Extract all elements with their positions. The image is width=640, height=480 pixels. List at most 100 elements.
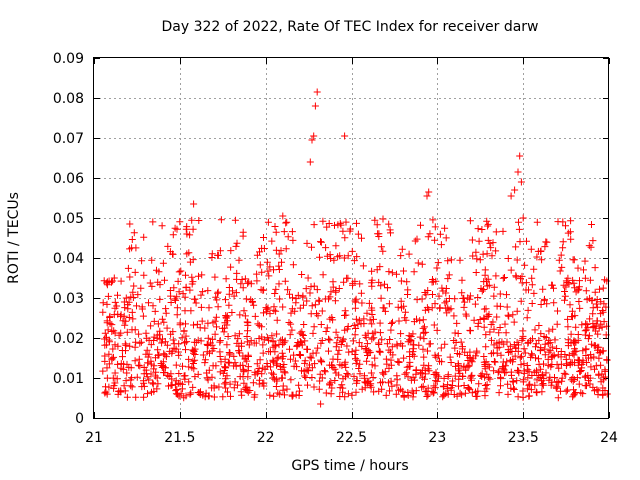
data-point — [404, 373, 412, 381]
data-point — [211, 273, 219, 281]
data-point — [393, 376, 401, 384]
data-point — [182, 332, 190, 340]
data-point — [510, 341, 518, 349]
data-point — [510, 386, 518, 393]
data-point — [236, 349, 243, 357]
data-point — [476, 256, 484, 264]
data-point — [131, 357, 139, 365]
data-point — [172, 387, 180, 395]
data-point — [382, 391, 390, 399]
data-point — [307, 354, 315, 362]
data-point — [343, 370, 351, 377]
data-point — [453, 319, 461, 327]
data-point — [442, 234, 450, 242]
data-point — [209, 335, 217, 343]
data-point — [573, 374, 581, 382]
data-point — [576, 277, 583, 285]
data-point — [182, 346, 189, 354]
data-point — [291, 357, 299, 365]
data-point — [249, 379, 257, 387]
data-point — [230, 352, 238, 360]
data-point — [254, 367, 262, 375]
data-point-outlier — [190, 200, 198, 208]
data-point — [140, 364, 148, 371]
data-point — [119, 317, 127, 325]
data-point — [575, 283, 583, 291]
data-point — [139, 312, 147, 320]
data-point — [470, 316, 478, 324]
data-point — [103, 319, 111, 327]
data-point — [154, 351, 162, 359]
y-tick-label: 0.08 — [53, 91, 84, 107]
data-point — [125, 363, 133, 371]
data-point — [421, 306, 429, 314]
data-point — [235, 330, 243, 338]
data-point — [260, 309, 267, 317]
data-point — [317, 356, 325, 364]
data-point — [496, 302, 504, 310]
data-point — [566, 228, 574, 236]
data-point — [286, 290, 293, 298]
data-point — [503, 291, 510, 299]
data-point — [284, 286, 292, 294]
data-point — [385, 300, 393, 308]
data-point — [317, 238, 325, 246]
data-point — [447, 256, 455, 264]
data-point — [351, 331, 359, 339]
data-point — [245, 278, 253, 286]
data-point — [231, 332, 239, 340]
data-point — [163, 324, 171, 332]
data-point — [560, 369, 568, 377]
data-point — [213, 296, 221, 304]
data-point — [368, 320, 376, 328]
data-point — [512, 273, 520, 281]
data-point — [460, 382, 468, 389]
data-point — [501, 369, 508, 377]
data-point — [194, 370, 202, 378]
data-point — [514, 393, 522, 401]
data-point — [370, 388, 378, 396]
data-point — [342, 311, 350, 319]
data-point — [515, 218, 522, 226]
data-point — [444, 304, 452, 312]
chart-title: Day 322 of 2022, Rate Of TEC Index for r… — [161, 19, 538, 35]
data-point — [561, 351, 569, 358]
data-point — [260, 286, 268, 294]
data-point — [600, 373, 608, 381]
data-point — [413, 235, 421, 243]
data-point — [439, 393, 447, 401]
data-point — [258, 333, 266, 341]
data-point — [375, 347, 383, 355]
data-point — [172, 296, 179, 304]
data-point — [481, 266, 489, 274]
data-point — [341, 234, 349, 242]
data-point — [225, 290, 233, 298]
data-point — [213, 323, 220, 331]
data-point — [370, 334, 378, 342]
data-point — [546, 339, 554, 347]
data-point — [480, 286, 487, 293]
data-point — [432, 377, 440, 385]
data-point — [424, 384, 432, 392]
data-point — [569, 377, 577, 385]
data-point — [509, 355, 517, 363]
data-point — [319, 271, 327, 279]
data-point — [564, 386, 571, 394]
data-point — [243, 338, 251, 346]
data-point — [466, 326, 474, 334]
data-point — [368, 311, 376, 318]
data-point — [454, 330, 462, 337]
data-point — [562, 283, 570, 291]
data-point — [571, 312, 579, 320]
data-point — [472, 388, 479, 396]
data-point — [203, 374, 211, 382]
data-point — [162, 305, 170, 313]
data-point — [447, 305, 455, 313]
data-point — [453, 392, 461, 400]
data-point — [492, 272, 500, 280]
data-point — [308, 374, 316, 381]
data-point — [282, 219, 290, 227]
data-point — [110, 353, 117, 361]
data-point — [375, 341, 383, 348]
data-point — [256, 356, 264, 364]
